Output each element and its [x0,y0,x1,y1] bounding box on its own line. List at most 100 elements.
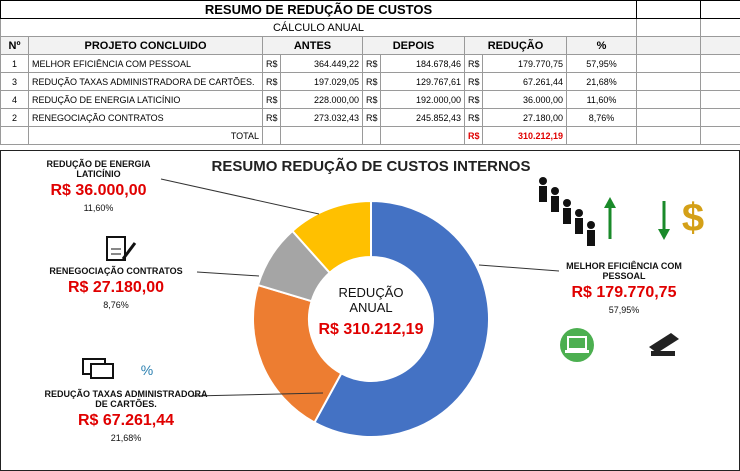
contract-icon [106,236,137,261]
cell: REDUÇÃO TAXAS ADMINISTRADORA DE CARTÕES. [28,72,263,91]
cell: R$ [362,108,381,127]
cell: Nº [0,36,29,55]
cell: RENEGOCIAÇÃO CONTRATOS [28,108,263,127]
cell: 184.678,46 [380,54,465,73]
cell [636,108,702,127]
cell: 21,68% [565,72,638,91]
cell: R$ [362,90,381,109]
cell: 3 [0,72,29,91]
cell: R$ [262,72,281,91]
scanner-icon [649,333,679,356]
segment-label: REDUÇÃO DE ENERGIA LATICÍNIO R$ 36.000,00… [31,159,166,213]
segment-label: RENEGOCIAÇÃO CONTRATOS R$ 27.180,00 8,76% [36,266,196,310]
percent-icon: % [141,362,153,378]
cell: 1 [0,54,29,73]
donut-hole [310,258,432,380]
cell: R$ [262,108,281,127]
leader-line [192,392,324,397]
segment-amount: R$ 179.770,75 [571,284,677,301]
cell: ANTES [262,36,363,55]
cell: MELHOR EFICIÊNCIA COM PESSOAL [28,54,263,73]
cell [636,126,702,145]
segment-percent: 57,95% [608,305,640,315]
cell [636,0,702,19]
table-row: RESUMO DE REDUÇÃO DE CUSTOS [0,0,740,19]
laptop-icon [560,328,594,362]
cell: CÁLCULO ANUAL [0,18,638,37]
cell: 310.212,19 [482,126,567,145]
cell: PROJETO CONCLUIDO [28,36,263,55]
segment-percent: 21,68% [110,433,142,443]
cell: R$ [464,126,483,145]
cell [565,126,638,145]
cell [700,18,740,37]
table-row: 3 REDUÇÃO TAXAS ADMINISTRADORA DE CARTÕES… [0,72,740,91]
cell [700,108,740,127]
cell: R$ [464,90,483,109]
cell: R$ [262,54,281,73]
segment-label: REDUÇÃO TAXAS ADMINISTRADORA DE CARTÕES.… [41,389,211,443]
arrow-down-icon [658,201,670,240]
leader-line [196,271,260,277]
table-row: CÁLCULO ANUAL [0,18,740,37]
cell: 67.261,44 [482,72,567,91]
cell: 2 [0,108,29,127]
summary-table: RESUMO DE REDUÇÃO DE CUSTOS CÁLCULO ANUAL… [0,0,740,145]
cell: 4 [0,90,29,109]
segment-name: MELHOR EFICIÊNCIA COM PESSOAL [566,261,682,281]
card-icon [82,358,114,379]
segment-amount: R$ 67.261,44 [77,412,175,429]
cell [636,36,702,55]
cell [700,126,740,145]
cell: R$ [262,90,281,109]
cell: R$ [464,108,483,127]
dollar-icon: $ [682,196,704,240]
leader-line [478,264,560,272]
cell: TOTAL [28,126,263,145]
cell: 364.449,22 [280,54,363,73]
cell [636,18,702,37]
segment-amount: R$ 36.000,00 [50,182,147,199]
segment-name: REDUÇÃO TAXAS ADMINISTRADORA DE CARTÕES. [44,389,208,409]
cell: R$ [362,72,381,91]
cell [636,54,702,73]
cell: % [565,36,638,55]
cell: 245.852,43 [380,108,465,127]
segment-amount: R$ 27.180,00 [67,279,165,296]
cell: R$ [464,72,483,91]
cell [700,72,740,91]
cell [362,126,381,145]
cell: 57,95% [565,54,638,73]
cell: 8,76% [565,108,638,127]
cell: 27.180,00 [482,108,567,127]
table-row: Nº PROJETO CONCLUIDO ANTES DEPOIS REDUÇÃO% [0,36,740,55]
arrow-up-icon [604,197,616,239]
center-label: REDUÇÃO ANUAL [338,285,404,315]
cell: RESUMO DE REDUÇÃO DE CUSTOS [0,0,638,19]
people-icon [539,177,595,246]
cell: 273.032,43 [280,108,363,127]
cell: R$ [362,54,381,73]
cell: 228.000,00 [280,90,363,109]
cell [636,72,702,91]
cell [700,36,740,55]
cell [636,90,702,109]
cell: 11,60% [565,90,638,109]
cell: REDUÇÃO [464,36,567,55]
chart-title: RESUMO REDUÇÃO DE CUSTOS INTERNOS [212,157,531,175]
donut-segment [313,199,490,438]
cell [380,126,465,145]
table-row: 1 MELHOR EFICIÊNCIA COM PESSOAL R$ 364.449,… [0,54,740,73]
segment-percent: 8,76% [103,300,129,310]
cell [262,126,281,145]
cell: R$ [464,54,483,73]
cell: 179.770,75 [482,54,567,73]
cell [700,90,740,109]
cell: 36.000,00 [482,90,567,109]
leader-line [160,178,320,215]
segment-percent: 11,60% [83,203,114,213]
center-value: R$ 310.212,19 [318,321,424,338]
chart: $ % RESUMO REDUÇÃO DE CUSTOS INTERNOS [82,157,704,438]
table-row: 2 RENEGOCIAÇÃO CONTRATOS R$ 273.032,43 R$ 245… [0,108,740,127]
donut-segment [252,283,343,424]
